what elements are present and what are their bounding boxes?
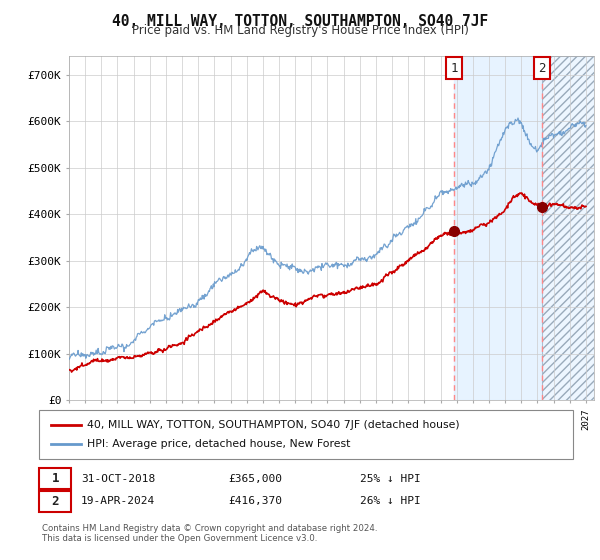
Text: 40, MILL WAY, TOTTON, SOUTHAMPTON, SO40 7JF (detached house): 40, MILL WAY, TOTTON, SOUTHAMPTON, SO40 … [87, 420, 460, 430]
Text: 2: 2 [52, 494, 59, 508]
Text: £416,370: £416,370 [228, 496, 282, 506]
Bar [542, 56, 594, 400]
Text: 2: 2 [538, 62, 546, 74]
Text: 1: 1 [52, 472, 59, 486]
Text: HPI: Average price, detached house, New Forest: HPI: Average price, detached house, New … [87, 439, 350, 449]
Text: £365,000: £365,000 [228, 474, 282, 484]
Bar [454, 56, 542, 400]
Text: 26% ↓ HPI: 26% ↓ HPI [360, 496, 421, 506]
Bar [542, 56, 594, 400]
Text: 19-APR-2024: 19-APR-2024 [81, 496, 155, 506]
Text: Contains HM Land Registry data © Crown copyright and database right 2024.
This d: Contains HM Land Registry data © Crown c… [42, 524, 377, 543]
Text: 25% ↓ HPI: 25% ↓ HPI [360, 474, 421, 484]
Text: 31-OCT-2018: 31-OCT-2018 [81, 474, 155, 484]
Text: Price paid vs. HM Land Registry's House Price Index (HPI): Price paid vs. HM Land Registry's House … [131, 24, 469, 37]
Text: 40, MILL WAY, TOTTON, SOUTHAMPTON, SO40 7JF: 40, MILL WAY, TOTTON, SOUTHAMPTON, SO40 … [112, 14, 488, 29]
Text: 1: 1 [450, 62, 458, 74]
